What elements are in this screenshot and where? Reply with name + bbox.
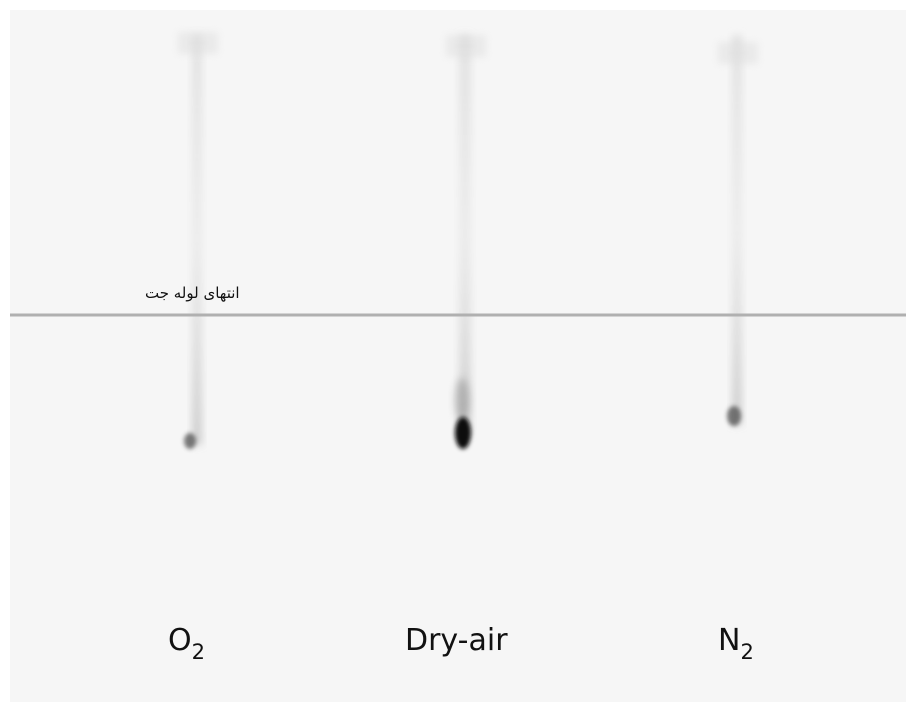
label-subscript: 2 <box>740 640 753 664</box>
label-n2: N2 <box>718 623 754 664</box>
jet-o2 <box>178 32 218 449</box>
label-text: O <box>168 623 192 658</box>
label-text: Dry-air <box>405 623 508 658</box>
label-dry-air: Dry-air <box>405 623 508 658</box>
label-o2: O2 <box>168 623 205 664</box>
image-background <box>10 10 906 702</box>
jet-n2 <box>718 35 758 426</box>
label-text: N <box>718 623 740 658</box>
annotation: انتهای لوله جت <box>145 284 240 302</box>
label-subscript: 2 <box>192 640 205 664</box>
jet-dry-air <box>446 35 486 449</box>
